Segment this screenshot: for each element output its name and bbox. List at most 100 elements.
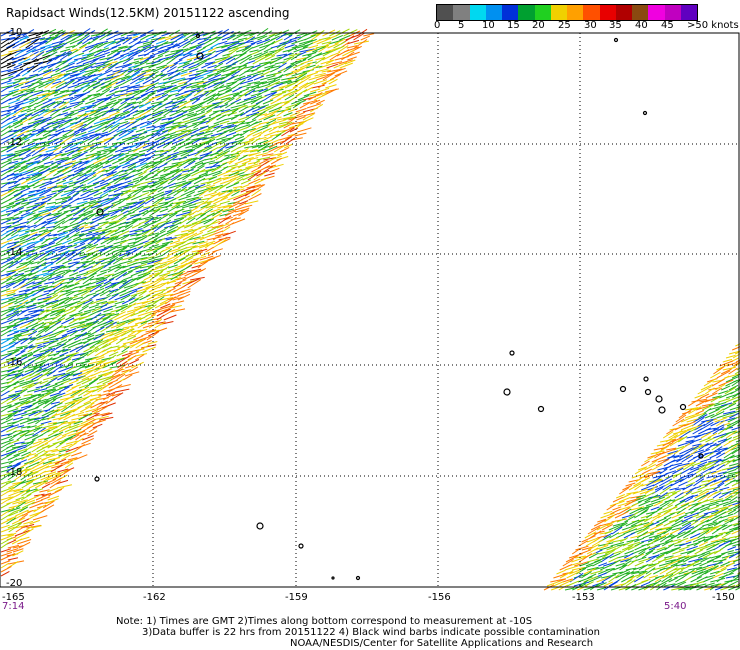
wind-barb	[129, 338, 143, 345]
wind-barb	[629, 507, 643, 515]
wind-barb	[31, 499, 43, 505]
wind-barb	[122, 312, 136, 321]
wind-barb	[253, 52, 263, 57]
wind-barb	[699, 559, 714, 567]
wind-barb	[218, 87, 231, 93]
wind-barb	[173, 59, 183, 65]
wind-barb	[76, 173, 87, 181]
wind-barb	[689, 571, 704, 579]
wind-barb	[205, 87, 218, 97]
wind-barb	[0, 260, 14, 269]
wind-barb	[713, 565, 725, 571]
wind-barb	[134, 250, 144, 257]
wind-barb	[6, 499, 21, 505]
wind-barb	[0, 202, 15, 209]
wind-barb	[322, 54, 333, 61]
wind-barb	[131, 68, 143, 77]
wind-barb	[71, 88, 82, 93]
wind-barb	[264, 40, 276, 49]
wind-barb	[108, 338, 118, 345]
lat-label-10: -10	[6, 27, 23, 38]
wind-barb	[208, 110, 220, 117]
wind-barb	[13, 207, 25, 213]
wind-barb	[34, 154, 44, 161]
wind-barb	[695, 476, 705, 483]
wind-barb	[601, 523, 613, 531]
wind-barb	[90, 279, 103, 285]
wind-barb	[119, 68, 133, 73]
wind-barb	[644, 485, 658, 495]
wind-barb	[300, 73, 313, 81]
wind-barb	[652, 479, 664, 487]
wind-barb	[51, 297, 66, 305]
wind-barb	[45, 347, 56, 353]
wind-barb	[187, 113, 197, 117]
wind-barb	[191, 168, 206, 177]
wind-barb	[105, 128, 120, 137]
wind-barb	[104, 74, 120, 81]
wind-barb	[13, 346, 23, 353]
wind-barb	[132, 171, 143, 177]
wind-barb	[63, 413, 76, 421]
wind-barb	[73, 365, 85, 373]
wind-barb	[110, 244, 122, 249]
wind-barb	[253, 75, 265, 81]
wind-barb	[28, 482, 42, 489]
wind-barb	[114, 36, 125, 41]
wind-barb	[130, 309, 146, 317]
wind-barb	[172, 270, 186, 277]
wind-barb	[81, 374, 93, 381]
wind-barb	[689, 533, 701, 539]
wind-barb	[679, 430, 691, 439]
wind-barb	[55, 81, 67, 89]
wind-barb	[0, 216, 15, 221]
wind-barb	[258, 114, 274, 121]
wind-barb	[87, 125, 102, 133]
wind-barb	[244, 89, 256, 97]
wind-barb	[670, 559, 685, 567]
wind-barb	[203, 132, 213, 137]
wind-barb	[42, 501, 54, 509]
wind-barb	[102, 361, 117, 369]
wind-barb	[87, 176, 101, 185]
wind-barb	[674, 492, 684, 499]
wind-barb	[84, 225, 94, 229]
wind-barb	[724, 479, 736, 487]
wind-barb	[160, 136, 172, 141]
wind-barb	[612, 506, 622, 511]
wind-barb	[653, 558, 667, 567]
legend-swatch	[518, 5, 535, 20]
wind-barb	[209, 212, 223, 221]
wind-barb	[0, 390, 10, 397]
wind-barb	[27, 181, 40, 189]
wind-barb	[220, 63, 236, 69]
wind-barb	[318, 63, 332, 69]
wind-barb	[108, 351, 119, 357]
wind-barb	[115, 271, 128, 281]
wind-barb	[674, 515, 685, 523]
wind-barb	[604, 529, 614, 535]
wind-barb	[642, 491, 656, 499]
wind-barb	[48, 343, 62, 349]
wind-barb	[90, 312, 102, 321]
wind-barb	[113, 83, 123, 89]
wind-barb	[138, 290, 147, 297]
wind-barb	[131, 361, 144, 369]
wind-barb	[186, 268, 202, 273]
wind-barb	[256, 156, 271, 161]
wind-barb	[194, 158, 206, 165]
wind-barb	[692, 562, 702, 567]
wind-barb	[181, 66, 196, 73]
wind-barb	[253, 158, 262, 165]
wind-barb	[0, 125, 11, 133]
wind-barb	[17, 112, 27, 117]
wind-barb	[7, 366, 19, 373]
wind-barb	[84, 43, 98, 49]
wind-barb	[20, 108, 32, 113]
wind-barb	[102, 392, 116, 401]
wind-barb	[92, 157, 107, 165]
wind-barb	[114, 175, 127, 185]
wind-barb	[665, 524, 678, 531]
wind-barb	[641, 550, 654, 559]
wind-barb	[99, 375, 114, 381]
